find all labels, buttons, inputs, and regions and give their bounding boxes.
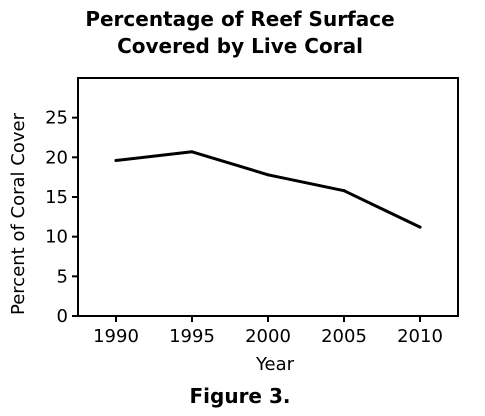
chart-title-line-1: Percentage of Reef Surface bbox=[85, 7, 394, 31]
x-tick-label: 2010 bbox=[397, 326, 443, 347]
data-point bbox=[342, 189, 346, 193]
series-group bbox=[114, 150, 422, 229]
y-tick-label: 25 bbox=[45, 108, 68, 129]
x-tick-label: 2000 bbox=[245, 326, 291, 347]
y-tick-label: 5 bbox=[57, 266, 68, 287]
y-axis-label: Percent of Coral Cover bbox=[8, 112, 29, 315]
x-tick-label: 1990 bbox=[93, 326, 139, 347]
coral-cover-series-line bbox=[114, 150, 422, 229]
figure-caption: Figure 3. bbox=[190, 384, 291, 408]
y-axis-ticks: 0 5 10 15 20 25 bbox=[45, 108, 78, 327]
chart-title-line-2: Covered by Live Coral bbox=[117, 34, 363, 58]
x-axis-label: Year bbox=[255, 354, 295, 375]
plot-area-frame bbox=[77, 77, 459, 317]
y-tick-label: 15 bbox=[45, 187, 68, 208]
data-point bbox=[266, 173, 270, 177]
y-tick-label: 0 bbox=[57, 306, 68, 327]
y-tick-label: 20 bbox=[45, 147, 68, 168]
x-tick-label: 1995 bbox=[169, 326, 215, 347]
y-tick-label: 10 bbox=[45, 227, 68, 248]
x-tick-label: 2005 bbox=[321, 326, 367, 347]
data-point bbox=[418, 225, 422, 229]
data-point bbox=[114, 159, 118, 163]
x-axis-ticks: 1990 1995 2000 2005 2010 bbox=[93, 316, 443, 347]
data-point bbox=[190, 150, 194, 154]
